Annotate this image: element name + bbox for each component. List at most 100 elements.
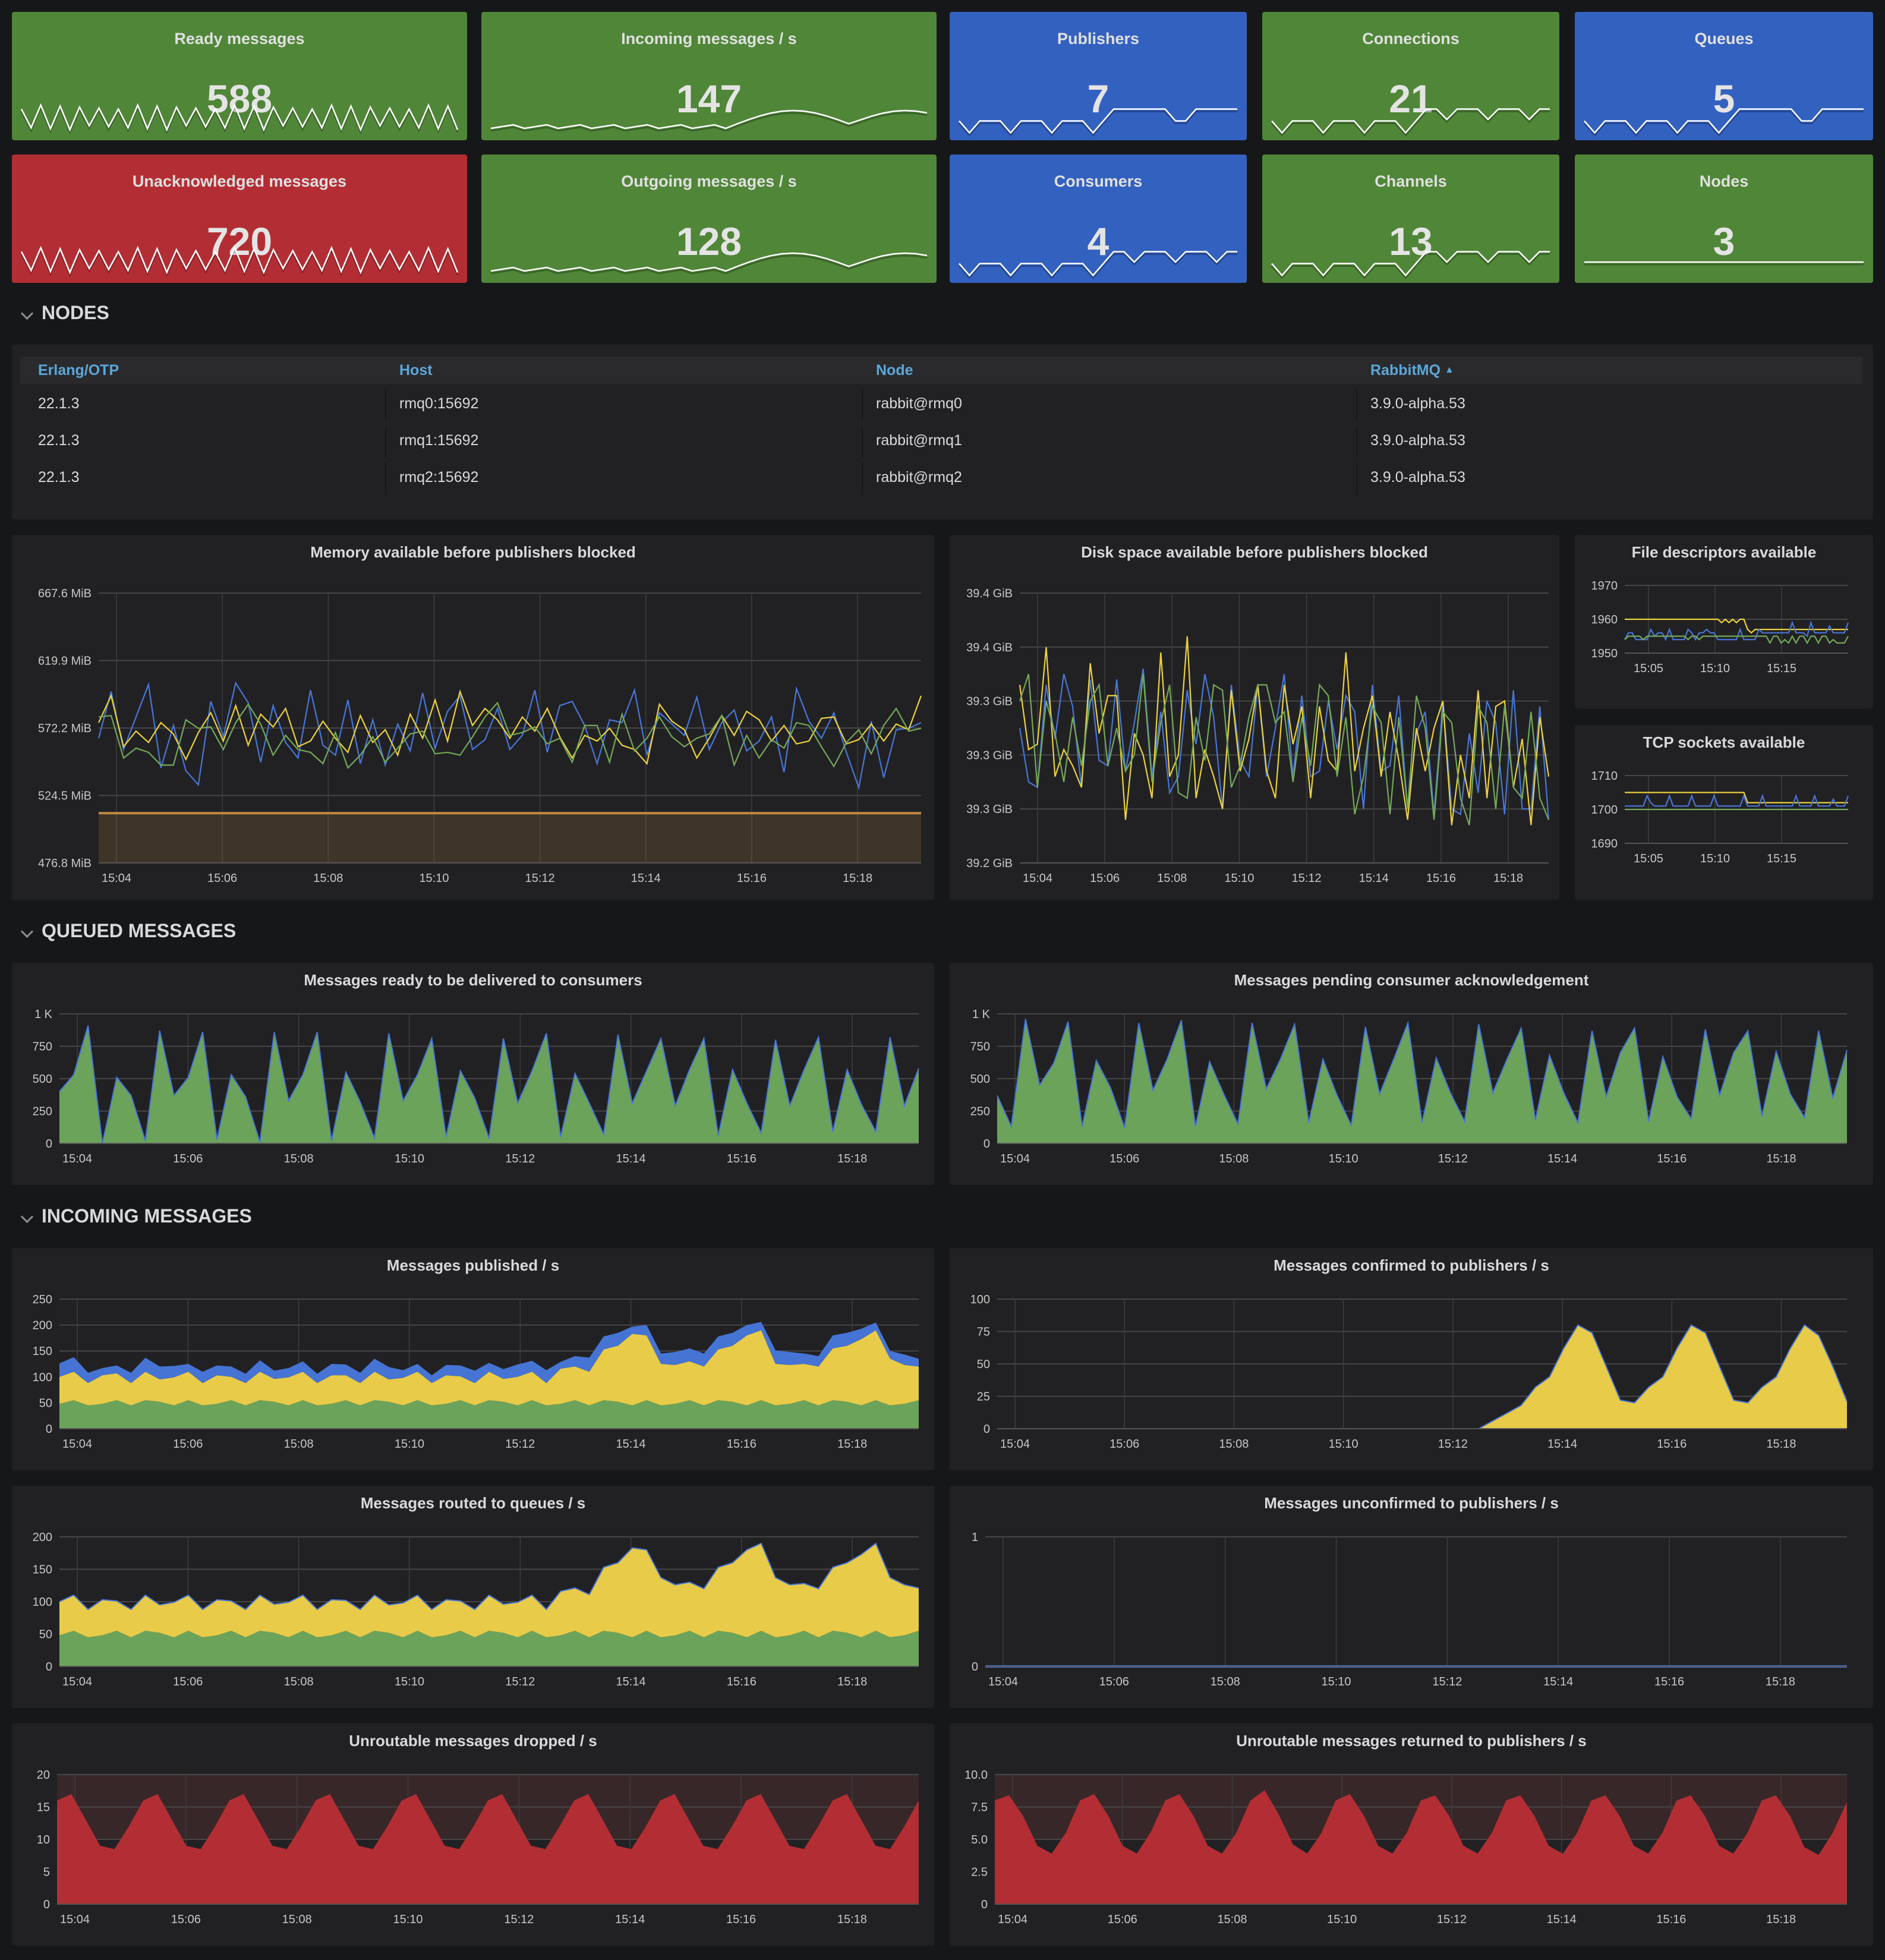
row-title-incoming-messages[interactable]: INCOMING MESSAGES bbox=[42, 1205, 252, 1227]
y-tick-label: 39.3 GiB bbox=[966, 695, 1013, 708]
chart-panel-fd[interactable]: File descriptors available 1950 1960 1970 15… bbox=[1575, 535, 1873, 708]
sparkline bbox=[20, 103, 459, 135]
chart-svg: 476.8 MiB 524.5 MiB 572.2 MiB 619.9 MiB 667.… bbox=[38, 587, 922, 885]
stat-panel[interactable]: Outgoing messages / s 128 bbox=[481, 155, 937, 283]
y-tick-label: 150 bbox=[33, 1345, 52, 1358]
y-tick-label: 200 bbox=[33, 1319, 52, 1332]
panel-title[interactable]: TCP sockets available bbox=[1643, 733, 1805, 751]
chart-panel-disk[interactable]: Disk space available before publishers b… bbox=[950, 535, 1559, 900]
stat-panel[interactable]: Unacknowledged messages 720 bbox=[12, 155, 467, 283]
line-series-rmq0 bbox=[1625, 794, 1849, 807]
x-tick-label: 15:12 bbox=[1292, 872, 1322, 885]
sparkline bbox=[490, 252, 928, 275]
y-tick-label: 250 bbox=[970, 1105, 990, 1118]
panel-title[interactable]: Messages unconfirmed to publishers / s bbox=[1264, 1494, 1559, 1512]
series-line-queue bbox=[997, 1019, 1848, 1129]
chart-panel-dropped[interactable]: Unroutable messages dropped / s 0 5 10 15 20 1… bbox=[12, 1723, 934, 1946]
x-tick-label: 15:04 bbox=[1000, 1438, 1030, 1451]
x-tick-label: 15:05 bbox=[1634, 662, 1663, 675]
line-series-rmq1 bbox=[98, 689, 922, 765]
panel-title[interactable]: Unroutable messages returned to publishe… bbox=[1236, 1732, 1587, 1750]
y-tick-label: 1690 bbox=[1591, 837, 1618, 850]
threshold-region bbox=[99, 813, 921, 863]
chart-panel-pending[interactable]: Messages pending consumer acknowledgemen… bbox=[950, 963, 1873, 1185]
column-header-rabbitmq[interactable]: RabbitMQ ▲ bbox=[1370, 361, 1454, 379]
column-divider bbox=[385, 427, 386, 458]
chart-panel-returned[interactable]: Unroutable messages returned to publishe… bbox=[950, 1723, 1873, 1946]
column-header-erlang[interactable]: Erlang/OTP bbox=[38, 361, 119, 379]
sparkline-shadow bbox=[20, 105, 459, 135]
line-series-rmq0 bbox=[97, 681, 922, 790]
panel-title[interactable]: Messages routed to queues / s bbox=[360, 1494, 586, 1512]
stat-panel[interactable]: Incoming messages / s 147 bbox=[481, 12, 937, 140]
chart-svg: 0 250 500 750 1 K 15:04 15:06 15:08 15:10 15:12 15… bbox=[970, 1008, 1848, 1165]
panel-title[interactable]: Unroutable messages dropped / s bbox=[349, 1732, 597, 1750]
table-cell: 3.9.0-alpha.53 bbox=[1370, 431, 1465, 449]
collapse-chevron-icon[interactable] bbox=[20, 925, 34, 938]
y-tick-label: 5 bbox=[43, 1866, 50, 1879]
stat-value: 7 bbox=[1087, 77, 1109, 121]
y-tick-label: 0 bbox=[46, 1660, 52, 1674]
x-tick-label: 15:14 bbox=[631, 872, 661, 885]
panel-title[interactable]: Messages published / s bbox=[386, 1256, 560, 1274]
x-tick-label: 15:04 bbox=[998, 1913, 1027, 1926]
x-tick-label: 15:04 bbox=[62, 1152, 92, 1165]
stat-panel[interactable]: Connections 21 bbox=[1262, 12, 1559, 140]
y-tick-label: 100 bbox=[33, 1371, 52, 1384]
line-series-rmq1 bbox=[1625, 792, 1848, 803]
x-tick-label: 15:14 bbox=[615, 1913, 645, 1926]
x-tick-label: 15:10 bbox=[1224, 872, 1254, 885]
table-cell: rmq0:15692 bbox=[399, 395, 479, 412]
y-tick-label: 2.5 bbox=[971, 1866, 988, 1879]
stat-title: Publishers bbox=[1057, 30, 1140, 48]
row-title-queued-messages[interactable]: QUEUED MESSAGES bbox=[42, 920, 237, 941]
table-cell: 3.9.0-alpha.53 bbox=[1370, 468, 1465, 486]
sparkline-path bbox=[20, 103, 459, 132]
collapse-chevron-icon[interactable] bbox=[20, 1210, 34, 1224]
chart-panel-routed[interactable]: Messages routed to queues / s 0 50 100 150 20… bbox=[12, 1486, 934, 1708]
chart-panel-confirmed[interactable]: Messages confirmed to publishers / s 0 25 5… bbox=[950, 1248, 1873, 1470]
panel-title[interactable]: Disk space available before publishers b… bbox=[1081, 543, 1428, 561]
stat-panel[interactable]: Publishers 7 bbox=[950, 12, 1247, 140]
table-row: 22.1.3 rmq2:15692 rabbit@rmq2 3.9.0-alpha.5… bbox=[20, 460, 1862, 494]
row-title-nodes[interactable]: NODES bbox=[42, 302, 109, 323]
column-divider bbox=[862, 464, 863, 494]
x-tick-label: 15:04 bbox=[62, 1438, 92, 1451]
x-tick-label: 15:06 bbox=[1109, 1438, 1139, 1451]
panel-title[interactable]: Messages pending consumer acknowledgemen… bbox=[1234, 971, 1589, 989]
y-tick-label: 39.4 GiB bbox=[966, 641, 1013, 654]
x-tick-label: 15:14 bbox=[1359, 872, 1389, 885]
sparkline-shadow bbox=[490, 254, 928, 275]
chart-panel-published[interactable]: Messages published / s 0 50 100 150 200 250 15:… bbox=[12, 1248, 934, 1470]
chart-svg: 0 5 10 15 20 15:04 15:06 15:08 15:10 15:12 15:14 15… bbox=[37, 1769, 919, 1926]
chart-panel-tcp[interactable]: TCP sockets available 1690 1700 1710 15:05 15… bbox=[1575, 725, 1873, 900]
panel-title[interactable]: Messages confirmed to publishers / s bbox=[1274, 1256, 1549, 1274]
stat-title: Connections bbox=[1362, 30, 1460, 48]
y-tick-label: 50 bbox=[977, 1358, 990, 1371]
x-tick-label: 15:16 bbox=[727, 1675, 756, 1688]
stat-panel[interactable]: Queues 5 bbox=[1575, 12, 1873, 140]
column-header-host[interactable]: Host bbox=[399, 361, 433, 379]
stat-panel[interactable]: Ready messages 588 bbox=[12, 12, 467, 140]
line-series-rmq0 bbox=[1624, 620, 1849, 641]
sort-ascending-icon: ▲ bbox=[1445, 365, 1454, 375]
panel-title[interactable]: Messages ready to be delivered to consum… bbox=[304, 971, 642, 989]
panel-title[interactable]: File descriptors available bbox=[1631, 543, 1817, 561]
stat-panel[interactable]: Channels 13 bbox=[1262, 155, 1559, 283]
chart-panel-ready[interactable]: Messages ready to be delivered to consum… bbox=[12, 963, 934, 1185]
sparkline bbox=[20, 245, 459, 278]
x-tick-label: 15:18 bbox=[1766, 1152, 1796, 1165]
x-tick-label: 15:08 bbox=[1219, 1438, 1249, 1451]
sparkline bbox=[1271, 251, 1550, 279]
column-header-node[interactable]: Node bbox=[876, 361, 913, 379]
x-tick-label: 15:18 bbox=[837, 1913, 867, 1926]
chart-panel-memory[interactable]: Memory available before publishers block… bbox=[12, 535, 934, 900]
stat-panel[interactable]: Consumers 4 bbox=[950, 155, 1247, 283]
collapse-chevron-icon[interactable] bbox=[20, 307, 34, 320]
stat-panel[interactable]: Nodes 3 bbox=[1575, 155, 1873, 283]
y-tick-label: 0 bbox=[984, 1423, 990, 1436]
panel-title[interactable]: Memory available before publishers block… bbox=[310, 543, 636, 561]
area-series-all bbox=[57, 1794, 919, 1904]
x-tick-label: 15:10 bbox=[395, 1675, 424, 1688]
